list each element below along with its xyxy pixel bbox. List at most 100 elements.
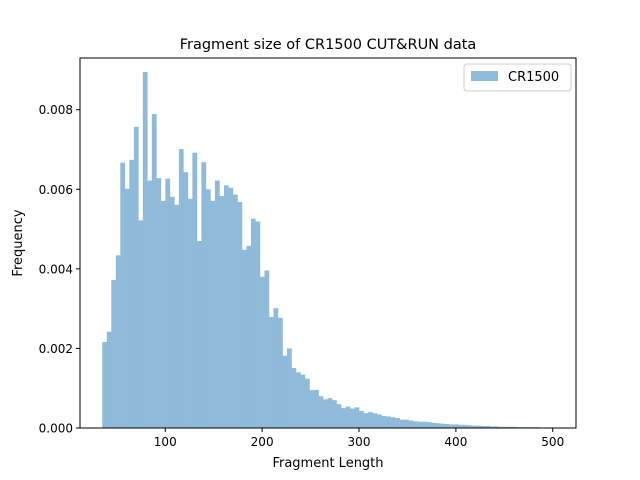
histogram-bar <box>494 426 499 428</box>
histogram-bars <box>102 71 554 429</box>
histogram-bar <box>304 378 310 428</box>
histogram-bar <box>111 280 117 428</box>
histogram-bar <box>295 372 301 428</box>
x-tick-label: 200 <box>251 435 274 449</box>
histogram-bar <box>480 426 486 428</box>
histogram-bar <box>363 413 369 428</box>
histogram-bar <box>241 249 247 428</box>
histogram-bar <box>214 180 220 428</box>
histogram-bar <box>223 185 229 428</box>
histogram-bar <box>503 426 508 428</box>
histogram-bar <box>408 420 414 428</box>
histogram-bar <box>341 408 346 428</box>
histogram-bar <box>183 172 189 428</box>
histogram-bar <box>115 255 121 428</box>
histogram-bar <box>354 407 360 428</box>
histogram-bar <box>327 398 333 428</box>
histogram-bar <box>277 317 283 428</box>
histogram-bar <box>259 276 265 428</box>
histogram-bar <box>102 342 108 428</box>
histogram-bar <box>174 204 180 428</box>
histogram-bar <box>138 220 144 428</box>
histogram-bar <box>435 423 441 428</box>
histogram-bar <box>246 245 252 428</box>
histogram-bar <box>237 202 243 428</box>
histogram-bar <box>147 180 153 428</box>
histogram-bar <box>381 416 387 428</box>
histogram-bar <box>273 308 279 428</box>
x-tick-label: 100 <box>154 435 177 449</box>
histogram-bar <box>345 406 351 428</box>
histogram-bar <box>219 196 225 428</box>
histogram-bar <box>264 270 270 428</box>
x-axis-ticks: 100 200 300 400 500 <box>154 428 564 449</box>
histogram-bar <box>268 317 274 428</box>
y-axis-label: Frequency <box>11 209 26 276</box>
histogram-bar <box>332 400 337 428</box>
histogram-bar <box>498 426 504 428</box>
histogram-bar <box>314 389 319 428</box>
histogram-bar <box>286 348 292 428</box>
histogram-bar <box>444 424 450 428</box>
x-tick-label: 500 <box>541 435 564 449</box>
y-tick-label: 0.008 <box>39 103 73 117</box>
histogram-bar <box>232 194 238 428</box>
histogram-bar <box>471 425 477 428</box>
histogram-bar <box>377 414 382 428</box>
histogram-bar <box>417 421 423 428</box>
histogram-bar <box>151 114 157 428</box>
x-tick-label: 300 <box>348 435 371 449</box>
histogram-bar <box>228 187 234 428</box>
histogram-bar <box>372 413 378 428</box>
histogram-bar <box>106 331 112 428</box>
legend: CR1500 <box>463 63 572 92</box>
histogram-bar <box>160 200 166 428</box>
histogram-bar <box>359 410 364 428</box>
y-axis-ticks: 0.000 0.002 0.004 0.006 0.008 <box>39 103 80 436</box>
legend-swatch <box>471 71 498 81</box>
histogram-bar <box>512 426 518 428</box>
histogram-bar <box>386 416 391 428</box>
histogram-bar <box>156 178 162 428</box>
histogram-bar <box>476 425 481 428</box>
histogram-bar <box>142 71 148 429</box>
histogram-bar <box>440 423 445 428</box>
histogram-bar <box>336 404 342 428</box>
histogram-bar <box>205 189 211 428</box>
histogram-bar <box>192 152 198 428</box>
histogram-bar <box>282 355 288 428</box>
histogram-bar <box>489 426 495 428</box>
histogram-bar <box>467 425 472 428</box>
y-tick-label: 0.000 <box>39 422 73 436</box>
histogram-bar <box>449 424 454 428</box>
histogram-bar <box>399 419 405 428</box>
histogram-bar <box>453 424 459 428</box>
histogram-bar <box>431 422 436 428</box>
x-tick-label: 400 <box>444 435 467 449</box>
histogram-bar <box>309 390 315 428</box>
histogram-bar <box>413 421 418 428</box>
histogram-bar <box>318 396 324 428</box>
histogram-bar <box>187 198 193 428</box>
y-tick-label: 0.004 <box>39 262 73 276</box>
histogram-bar <box>485 426 490 428</box>
histogram-bar <box>300 374 306 428</box>
histogram-bar <box>129 159 135 428</box>
histogram-bar <box>507 426 513 428</box>
x-axis-label: Fragment Length <box>272 456 383 471</box>
histogram-bar <box>458 424 463 428</box>
histogram-bar <box>250 218 256 428</box>
histogram-bar <box>368 412 373 428</box>
histogram-bar <box>124 188 130 428</box>
histogram-bar <box>120 162 126 428</box>
histogram-bar <box>422 421 427 428</box>
histogram-bar <box>255 221 261 428</box>
y-tick-label: 0.006 <box>39 183 73 197</box>
histogram-bar <box>165 178 171 428</box>
histogram-bar <box>404 419 409 428</box>
legend-box <box>463 63 572 92</box>
histogram-bar <box>350 408 355 428</box>
histogram-bar <box>291 367 297 428</box>
histogram-bar <box>201 162 207 429</box>
